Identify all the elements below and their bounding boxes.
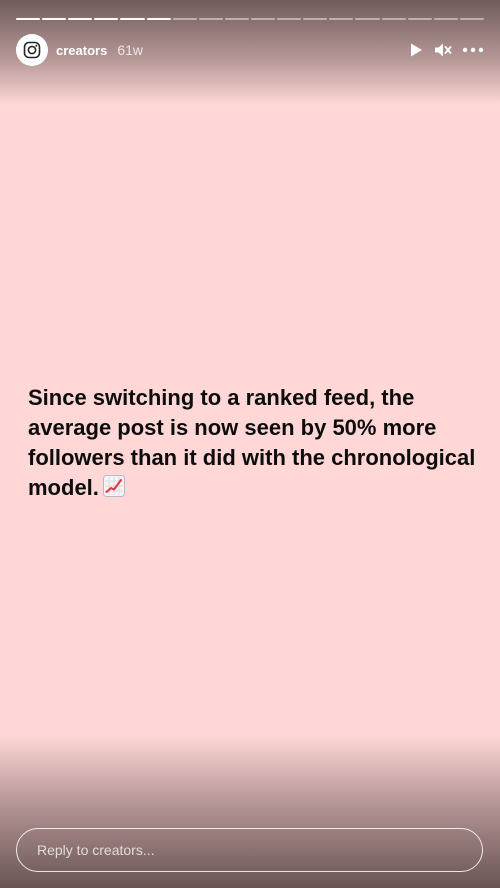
reply-input[interactable] xyxy=(17,829,482,871)
instagram-logo-icon xyxy=(23,41,41,59)
progress-segment-seen xyxy=(16,18,41,20)
post-timestamp: 61w xyxy=(117,42,143,58)
avatar[interactable] xyxy=(16,34,48,66)
progress-segment xyxy=(329,18,354,20)
more-options-button[interactable] xyxy=(462,47,484,53)
story-controls xyxy=(408,42,484,58)
progress-segment xyxy=(381,18,406,20)
progress-segment xyxy=(355,18,380,20)
progress-segment-seen xyxy=(68,18,93,20)
progress-segment xyxy=(459,18,484,20)
username[interactable]: creators xyxy=(56,42,108,58)
progress-segment xyxy=(303,18,328,20)
progress-segment xyxy=(198,18,223,20)
mute-button[interactable] xyxy=(434,42,452,58)
speaker-muted-icon xyxy=(435,43,452,57)
story-text: Since switching to a ranked feed, the av… xyxy=(28,383,478,505)
play-icon xyxy=(411,43,422,57)
progress-segment xyxy=(172,18,197,20)
progress-segment xyxy=(224,18,249,20)
reply-box xyxy=(16,828,483,872)
story-header: creators 61w xyxy=(16,33,484,67)
progress-segment-seen xyxy=(146,18,171,20)
chart-increasing-icon xyxy=(102,475,125,505)
progress-segment-seen xyxy=(120,18,145,20)
progress-segment-seen xyxy=(42,18,67,20)
progress-segment xyxy=(407,18,432,20)
story-progress-bar xyxy=(16,18,484,20)
progress-segment-seen xyxy=(94,18,119,20)
more-options-icon xyxy=(462,47,484,53)
story-text-content: Since switching to a ranked feed, the av… xyxy=(28,385,476,500)
progress-segment xyxy=(277,18,302,20)
play-button[interactable] xyxy=(408,42,424,58)
progress-segment xyxy=(250,18,276,20)
progress-segment xyxy=(433,18,458,20)
